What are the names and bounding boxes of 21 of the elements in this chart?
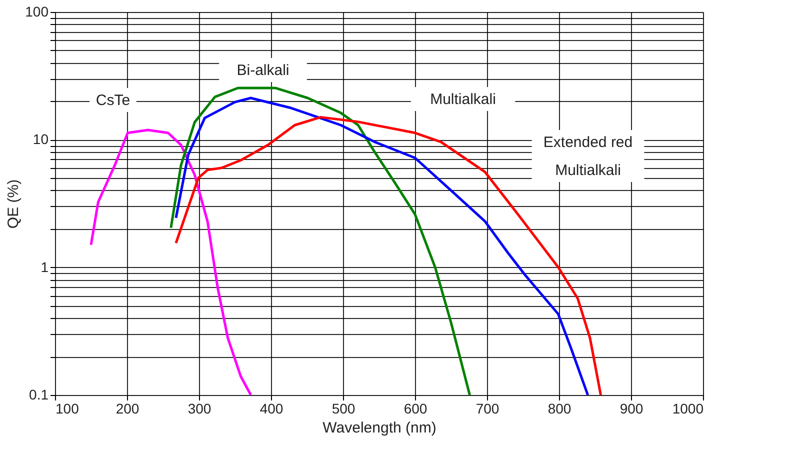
x-tick-label: 100 <box>56 400 80 416</box>
y-tick-label: 1 <box>40 258 49 275</box>
y-axis-title: QE (%) <box>5 179 22 229</box>
annotation: Extended red Multialkali <box>543 134 633 179</box>
annotation: Multialkali <box>430 91 496 108</box>
annotation: CsTe <box>96 92 130 109</box>
line-series <box>90 128 252 396</box>
x-tick-label: 200 <box>116 400 140 416</box>
y-tick-label: 10 <box>32 131 49 148</box>
x-tick-label: 500 <box>332 400 356 416</box>
y-tick-label: 100 <box>25 4 49 20</box>
x-axis-title: Wavelength (nm) <box>322 420 436 436</box>
x-tick-label: 700 <box>476 400 500 416</box>
x-tick-label: 400 <box>260 400 284 416</box>
x-tick-label: 900 <box>620 400 644 416</box>
x-tick-label: 600 <box>404 400 428 416</box>
x-tick-label: 1000 <box>672 400 704 416</box>
annotation: Bi-alkali <box>236 62 290 79</box>
x-tick-label: 800 <box>548 400 572 416</box>
y-tick-label: 0.1 <box>29 386 49 402</box>
x-tick-label: 300 <box>188 400 212 416</box>
